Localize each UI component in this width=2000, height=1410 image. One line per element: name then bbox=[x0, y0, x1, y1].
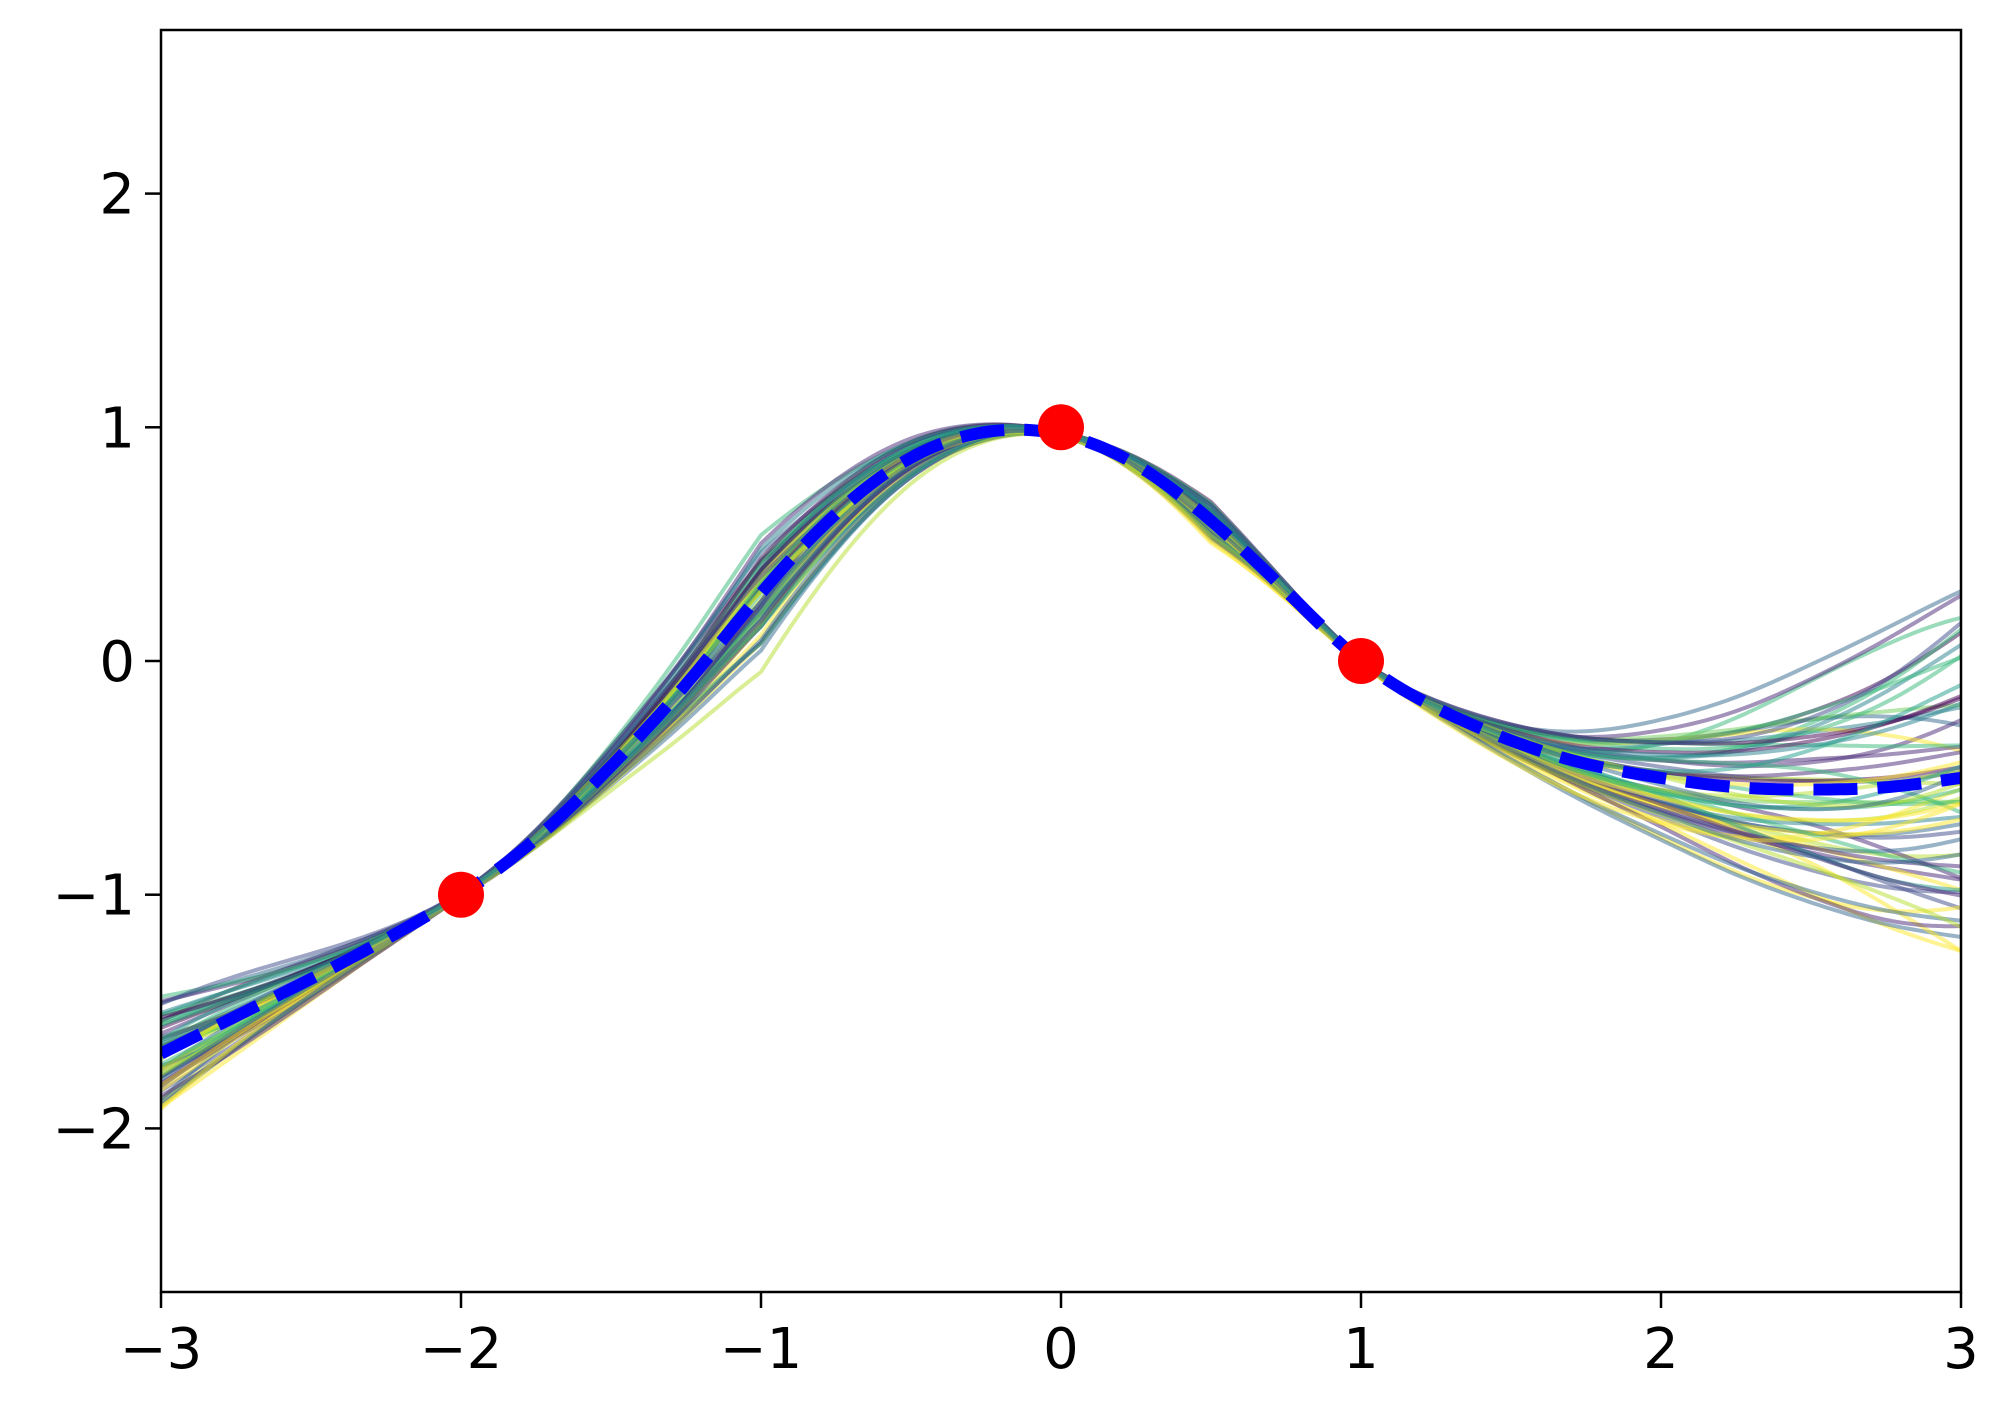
x-tick-label: 3 bbox=[1943, 1317, 1979, 1382]
x-tick-label: −2 bbox=[420, 1317, 503, 1382]
observation-point bbox=[1338, 638, 1384, 684]
x-tick-label: −3 bbox=[120, 1317, 203, 1382]
x-tick-label: −1 bbox=[720, 1317, 803, 1382]
x-tick-label: 2 bbox=[1643, 1317, 1679, 1382]
observation-point bbox=[438, 871, 484, 918]
x-tick-label: 0 bbox=[1043, 1317, 1079, 1382]
observation-point bbox=[1038, 404, 1084, 451]
observation-points bbox=[438, 404, 1384, 918]
y-tick-label: −2 bbox=[52, 1097, 135, 1162]
y-tick-label: 0 bbox=[99, 630, 135, 695]
plot-background bbox=[161, 30, 1961, 1292]
x-tick-label: 1 bbox=[1343, 1317, 1379, 1382]
y-tick-label: 1 bbox=[99, 396, 135, 461]
y-tick-label: 2 bbox=[99, 163, 135, 228]
x-axis-ticks: −3 −2 −1 0 1 2 3 bbox=[120, 1292, 1979, 1382]
y-tick-label: −1 bbox=[52, 864, 135, 929]
y-axis-ticks: −2 −1 0 1 2 bbox=[52, 163, 161, 1162]
